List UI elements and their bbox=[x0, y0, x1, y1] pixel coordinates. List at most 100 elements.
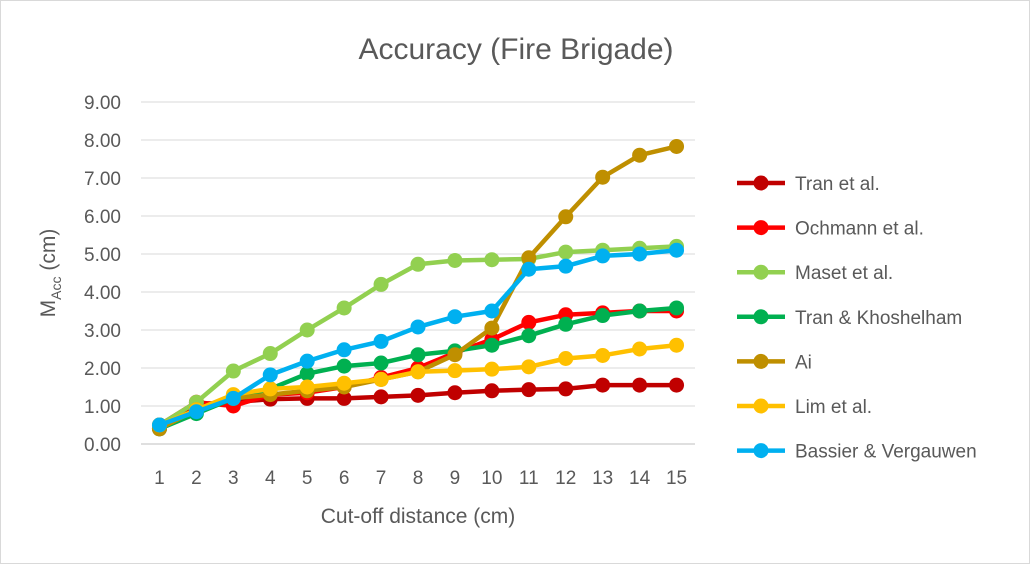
y-tick-label: 1.00 bbox=[84, 397, 121, 418]
x-tick-label: 3 bbox=[228, 468, 239, 489]
series-lines bbox=[151, 138, 685, 437]
data-point bbox=[336, 358, 352, 374]
data-point bbox=[484, 252, 500, 268]
legend-label: Lim et al. bbox=[795, 397, 872, 418]
x-tick-label: 1 bbox=[154, 468, 165, 489]
legend-item: Bassier & Vergauwen bbox=[737, 442, 977, 463]
y-tick-label: 3.00 bbox=[84, 321, 121, 342]
x-tick-label: 15 bbox=[666, 468, 687, 489]
legend-label: Ai bbox=[795, 352, 812, 373]
data-point bbox=[595, 169, 611, 185]
x-tick-label: 5 bbox=[302, 468, 313, 489]
legend-marker bbox=[753, 175, 769, 191]
legend-item: Tran et al. bbox=[737, 174, 880, 195]
data-point bbox=[410, 347, 426, 363]
data-point bbox=[447, 385, 463, 401]
x-tick-label: 14 bbox=[629, 468, 651, 489]
data-point bbox=[262, 367, 278, 383]
y-tick-label: 7.00 bbox=[84, 169, 121, 190]
data-point bbox=[336, 342, 352, 358]
y-tick-label: 9.00 bbox=[84, 93, 121, 114]
data-point bbox=[632, 246, 648, 262]
x-axis-ticks: 1 2 3 4 5 6 7 8 9 10 11 12 13 14 15 bbox=[154, 468, 687, 489]
data-point bbox=[521, 261, 537, 277]
y-tick-label: 8.00 bbox=[84, 131, 121, 152]
data-point bbox=[336, 300, 352, 316]
y-tick-label: 4.00 bbox=[84, 283, 121, 304]
data-point bbox=[410, 256, 426, 272]
data-point bbox=[373, 355, 389, 371]
legend-marker bbox=[753, 309, 769, 325]
data-point bbox=[373, 276, 389, 292]
data-point bbox=[595, 308, 611, 324]
data-point bbox=[151, 417, 167, 433]
data-point bbox=[521, 250, 537, 266]
data-point bbox=[558, 258, 574, 274]
data-point bbox=[447, 363, 463, 379]
data-point bbox=[373, 371, 389, 387]
data-point bbox=[484, 383, 500, 399]
legend-marker bbox=[753, 398, 769, 414]
legend-marker bbox=[753, 443, 769, 459]
x-tick-label: 7 bbox=[376, 468, 387, 489]
x-axis-title: Cut-off distance (cm) bbox=[321, 505, 516, 528]
data-point bbox=[632, 341, 648, 357]
data-point bbox=[484, 320, 500, 336]
data-point bbox=[558, 381, 574, 397]
data-point bbox=[225, 363, 241, 379]
x-tick-label: 13 bbox=[592, 468, 613, 489]
data-point bbox=[632, 377, 648, 393]
data-point bbox=[188, 404, 204, 420]
data-point bbox=[262, 346, 278, 362]
data-point bbox=[410, 387, 426, 403]
data-point bbox=[336, 390, 352, 406]
data-point bbox=[299, 379, 315, 395]
legend-item: Maset et al. bbox=[737, 263, 893, 284]
data-point bbox=[410, 319, 426, 335]
data-point bbox=[484, 337, 500, 353]
data-point bbox=[521, 359, 537, 375]
legend-label: Maset et al. bbox=[795, 263, 893, 284]
legend-marker bbox=[753, 220, 769, 236]
data-point bbox=[299, 366, 315, 382]
data-point bbox=[632, 303, 648, 319]
legend-item: Ai bbox=[737, 352, 812, 373]
x-tick-label: 10 bbox=[481, 468, 502, 489]
x-tick-label: 6 bbox=[339, 468, 350, 489]
x-tick-label: 8 bbox=[413, 468, 424, 489]
legend-item: Lim et al. bbox=[737, 397, 872, 418]
data-point bbox=[521, 328, 537, 344]
y-axis-title: MAcc (cm) bbox=[37, 229, 64, 318]
data-point bbox=[447, 252, 463, 268]
legend-label: Tran et al. bbox=[795, 174, 880, 195]
y-tick-label: 5.00 bbox=[84, 245, 121, 266]
legend-marker bbox=[753, 264, 769, 280]
data-point bbox=[447, 347, 463, 363]
series-bassier-vergauwen bbox=[151, 242, 685, 433]
data-point bbox=[521, 382, 537, 398]
data-point bbox=[669, 377, 685, 393]
x-tick-label: 11 bbox=[519, 468, 539, 489]
legend-label: Ochmann et al. bbox=[795, 219, 924, 240]
data-point bbox=[373, 389, 389, 405]
legend: Tran et al. Ochmann et al. Maset et al. Tra… bbox=[737, 174, 977, 463]
legend-item: Ochmann et al. bbox=[737, 219, 924, 240]
x-tick-label: 9 bbox=[450, 468, 461, 489]
data-point bbox=[558, 209, 574, 225]
y-tick-label: 0.00 bbox=[84, 435, 121, 456]
data-point bbox=[632, 147, 648, 163]
data-point bbox=[225, 390, 241, 406]
y-axis-title-main: M bbox=[37, 300, 60, 318]
legend-marker bbox=[753, 353, 769, 369]
data-point bbox=[484, 303, 500, 319]
legend-item: Tran & Khoshelham bbox=[737, 308, 962, 329]
data-point bbox=[595, 347, 611, 363]
x-tick-label: 4 bbox=[265, 468, 276, 489]
x-tick-label: 12 bbox=[555, 468, 576, 489]
data-point bbox=[669, 300, 685, 316]
data-point bbox=[558, 244, 574, 260]
x-tick-label: 2 bbox=[191, 468, 202, 489]
legend-label: Bassier & Vergauwen bbox=[795, 442, 977, 463]
